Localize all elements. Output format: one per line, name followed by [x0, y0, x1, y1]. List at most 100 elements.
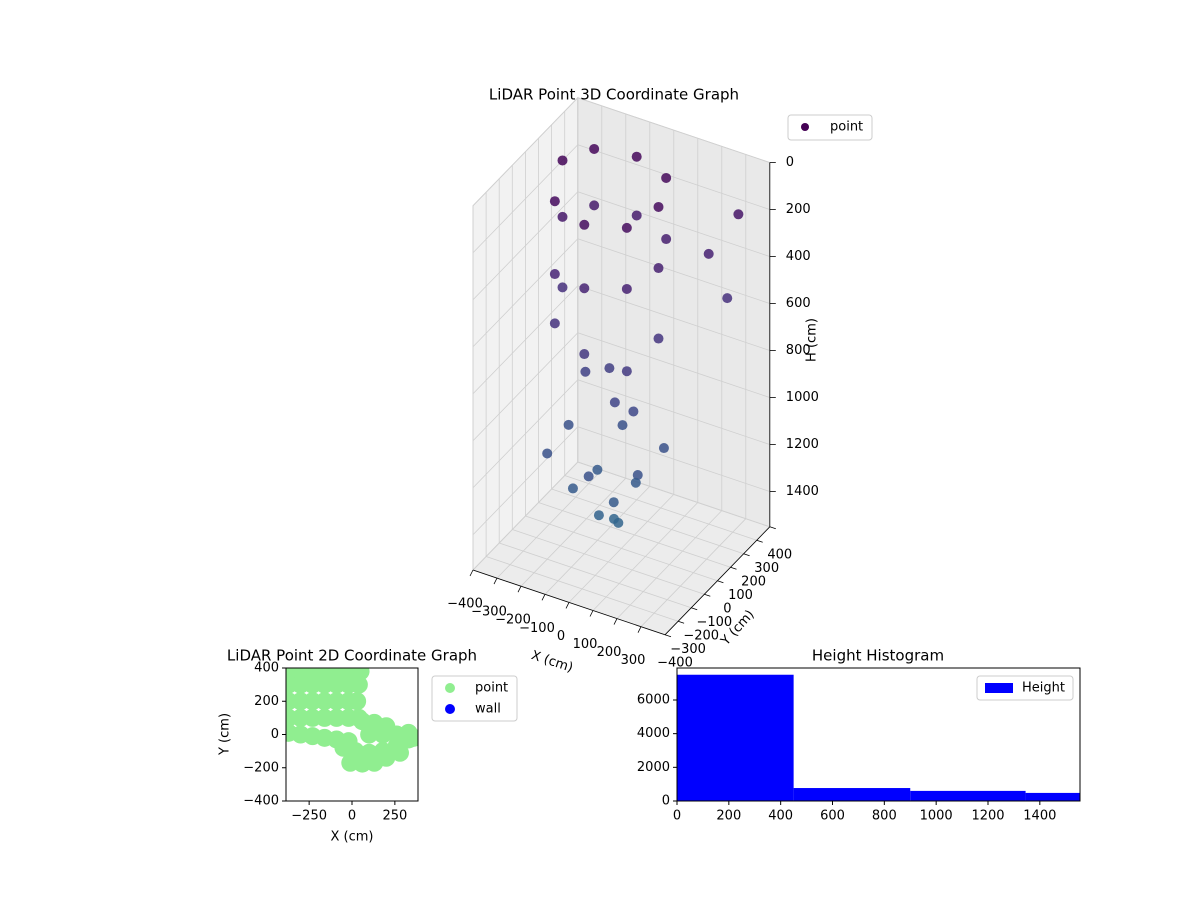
grid-line [485, 556, 679, 622]
point [722, 293, 733, 304]
point [653, 263, 664, 274]
point [658, 443, 669, 454]
tick-mark [589, 610, 594, 617]
grid-line [577, 461, 770, 528]
bar [677, 674, 794, 801]
point [621, 366, 632, 377]
point [593, 510, 604, 521]
bar [1025, 792, 1080, 801]
point [661, 234, 672, 245]
y-tick-label: 400 [254, 661, 279, 676]
tick-mark [704, 593, 711, 597]
legend-box [787, 114, 873, 141]
point [583, 471, 594, 482]
tick-mark [469, 569, 474, 577]
axes-frame [676, 667, 1081, 802]
y-tick-label: −400 [243, 794, 279, 809]
x-tick-label: 200 [716, 809, 741, 824]
legend-box [976, 675, 1074, 701]
point [348, 692, 367, 711]
y-tick-label: 0 [271, 727, 279, 742]
y-tick-label: 0 [662, 794, 670, 809]
x-tick-label: −100 [519, 621, 555, 636]
point [579, 219, 590, 230]
x-tick-label: −200 [495, 613, 531, 628]
z-axis-label: H (cm) [805, 318, 820, 362]
x-tick-label: −250 [291, 809, 327, 824]
grid-line [577, 191, 770, 257]
tick-mark [756, 539, 763, 543]
y-tick-label: −400 [657, 655, 693, 670]
x-tick-label: 400 [768, 809, 793, 824]
y-tick-label: −200 [683, 628, 719, 643]
point [368, 718, 387, 737]
x-tick-label: 1000 [920, 809, 953, 824]
x-tick-label: 800 [872, 809, 897, 824]
tick-mark [613, 618, 618, 625]
grid-line [577, 379, 770, 445]
tick-mark [664, 634, 672, 638]
grid-line [577, 426, 770, 492]
point [549, 269, 560, 280]
legend-box [431, 675, 518, 722]
grid-line [472, 285, 579, 395]
grid-line [577, 285, 770, 351]
point [661, 172, 672, 183]
z-tick-label: 400 [786, 249, 811, 264]
y-axis-label: Y (cm) [218, 713, 233, 756]
grid-line [525, 515, 718, 582]
point [567, 483, 578, 494]
tick-mark [677, 620, 685, 624]
tick-mark [691, 607, 698, 611]
y-tick-label: 4000 [637, 726, 670, 741]
x-tick-label: 0 [348, 809, 356, 824]
point [621, 283, 632, 294]
legend-marker [445, 683, 455, 693]
chart-title: LiDAR Point 2D Coordinate Graph [227, 647, 477, 665]
point [604, 363, 615, 374]
y-tick-label: 300 [754, 561, 779, 576]
tick-mark [730, 566, 737, 570]
grid-line [472, 332, 579, 442]
y-tick-label: 200 [254, 694, 279, 709]
x-tick-label: 1200 [971, 809, 1004, 824]
point [703, 248, 714, 259]
x-axis-line [472, 569, 666, 636]
point [399, 723, 418, 742]
grid-line [472, 426, 579, 536]
legend-label: point [475, 681, 508, 696]
x-axis-label: X (cm) [529, 648, 575, 676]
point [609, 397, 620, 408]
bar [793, 788, 911, 801]
grid-line [472, 97, 579, 207]
point [557, 282, 568, 293]
y-tick-label: 0 [723, 601, 731, 616]
grid-line [577, 238, 770, 304]
tick-mark [517, 586, 522, 593]
y-axis-line [664, 526, 771, 636]
point [557, 211, 568, 222]
z-tick-label: 200 [786, 202, 811, 217]
point [563, 419, 574, 430]
point [391, 743, 409, 762]
point [592, 464, 603, 475]
point [653, 333, 664, 344]
x-tick-label: 300 [621, 653, 646, 668]
grid-line [577, 144, 770, 210]
z-tick-label: 800 [786, 343, 811, 358]
point [630, 477, 641, 488]
point [589, 143, 600, 154]
y-tick-label: −300 [670, 642, 706, 657]
point [549, 196, 560, 207]
bar [910, 790, 1026, 801]
point [557, 155, 568, 166]
point [608, 513, 619, 524]
y-tick-label: −100 [696, 615, 732, 630]
x-tick-label: 200 [597, 645, 622, 660]
point [628, 406, 639, 417]
point [542, 448, 553, 459]
z-tick-label: 600 [786, 296, 811, 311]
grid-line [512, 529, 705, 595]
y-tick-label: 400 [767, 547, 792, 562]
